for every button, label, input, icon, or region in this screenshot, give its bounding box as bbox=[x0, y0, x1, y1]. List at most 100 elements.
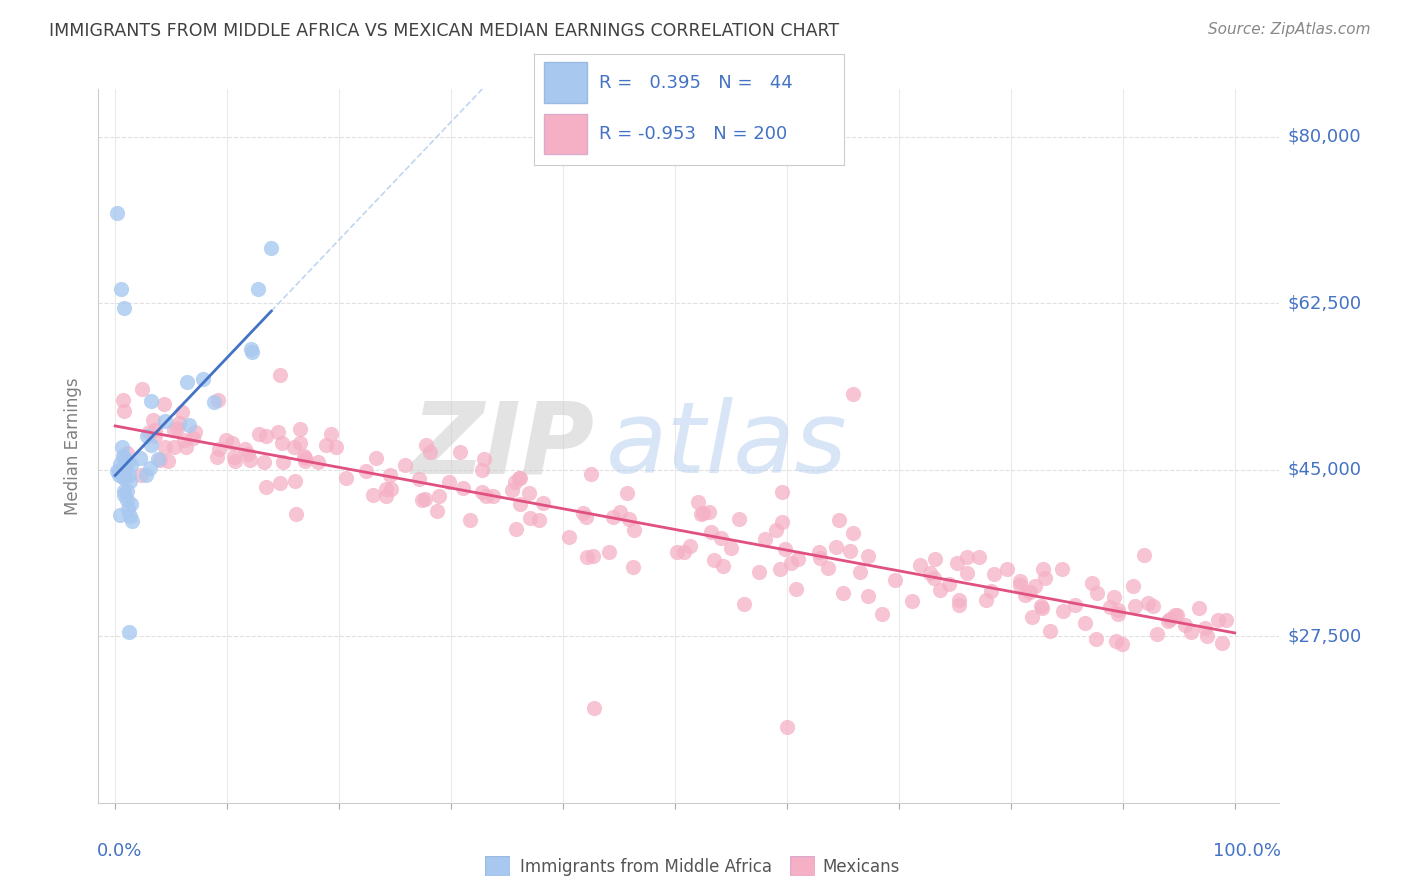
Point bbox=[582, 549, 605, 563]
Point bbox=[246, 282, 269, 296]
Point bbox=[319, 427, 342, 442]
Point bbox=[946, 557, 969, 571]
Point bbox=[1111, 637, 1133, 651]
Point bbox=[786, 551, 808, 566]
Point bbox=[117, 484, 139, 499]
Point bbox=[415, 438, 437, 452]
Point bbox=[579, 467, 602, 481]
Point bbox=[221, 435, 243, 450]
Point bbox=[728, 512, 751, 526]
Point bbox=[142, 413, 165, 427]
Point bbox=[1146, 627, 1168, 641]
Point bbox=[148, 453, 170, 467]
Point bbox=[754, 532, 776, 546]
Point bbox=[808, 551, 831, 566]
Point bbox=[673, 545, 696, 559]
Point bbox=[870, 607, 893, 621]
Point bbox=[176, 375, 198, 389]
Point bbox=[602, 510, 624, 524]
Point bbox=[1099, 600, 1122, 615]
Point bbox=[112, 404, 135, 418]
Point bbox=[710, 532, 733, 546]
Point bbox=[1031, 599, 1053, 613]
Point bbox=[156, 454, 179, 468]
Point bbox=[770, 516, 793, 530]
Point bbox=[269, 476, 291, 491]
Point bbox=[233, 442, 256, 456]
Point bbox=[1102, 590, 1125, 604]
Point bbox=[623, 523, 645, 537]
Point bbox=[1137, 596, 1160, 610]
Point bbox=[983, 566, 1005, 581]
Point bbox=[451, 481, 474, 495]
Point bbox=[665, 544, 688, 558]
Point bbox=[1105, 634, 1128, 648]
Point bbox=[294, 454, 316, 468]
Point bbox=[173, 433, 195, 447]
Point bbox=[938, 576, 960, 591]
Point bbox=[884, 574, 907, 588]
Point bbox=[1008, 574, 1031, 588]
Point bbox=[427, 490, 450, 504]
Point bbox=[1194, 621, 1216, 635]
Point bbox=[773, 541, 796, 556]
Point bbox=[533, 496, 555, 510]
Point bbox=[153, 414, 176, 428]
Point bbox=[207, 450, 229, 464]
Point bbox=[517, 486, 540, 500]
Text: Mexicans: Mexicans bbox=[823, 858, 900, 876]
Point bbox=[112, 450, 135, 464]
Point bbox=[598, 544, 620, 558]
Point bbox=[827, 513, 849, 527]
Point bbox=[247, 426, 270, 441]
Point bbox=[922, 571, 945, 585]
Point bbox=[288, 436, 311, 450]
Point bbox=[832, 585, 855, 599]
Point bbox=[1123, 599, 1146, 613]
Point bbox=[688, 495, 710, 509]
Point bbox=[108, 468, 131, 483]
Point bbox=[288, 422, 311, 436]
Y-axis label: Median Earnings: Median Earnings bbox=[65, 377, 83, 515]
Point bbox=[117, 624, 139, 639]
Text: R = -0.953   N = 200: R = -0.953 N = 200 bbox=[599, 125, 787, 143]
Point bbox=[765, 523, 787, 537]
Point bbox=[254, 480, 277, 494]
Point bbox=[825, 540, 848, 554]
Point bbox=[110, 440, 132, 454]
Point bbox=[120, 474, 142, 488]
Point bbox=[1008, 578, 1031, 592]
Point bbox=[184, 425, 207, 439]
Point bbox=[527, 512, 550, 526]
Text: R =   0.395   N =   44: R = 0.395 N = 44 bbox=[599, 73, 793, 92]
Point bbox=[679, 539, 702, 553]
Point bbox=[181, 431, 204, 445]
Point bbox=[692, 506, 714, 520]
Text: 0.0%: 0.0% bbox=[97, 842, 142, 860]
Point bbox=[269, 368, 291, 382]
Point bbox=[129, 451, 152, 466]
Point bbox=[114, 467, 136, 482]
Point bbox=[138, 425, 160, 440]
Point bbox=[437, 475, 460, 489]
Point bbox=[582, 700, 605, 714]
Point bbox=[115, 445, 138, 459]
Point bbox=[139, 393, 162, 408]
Text: $80,000: $80,000 bbox=[1288, 128, 1361, 145]
Point bbox=[202, 395, 225, 409]
Point bbox=[690, 507, 713, 521]
Point bbox=[419, 445, 441, 459]
Point bbox=[924, 552, 946, 566]
Point bbox=[152, 397, 174, 411]
Point bbox=[995, 561, 1018, 575]
Point bbox=[449, 445, 471, 459]
Point bbox=[120, 509, 142, 524]
Point bbox=[1085, 632, 1108, 647]
Point bbox=[108, 508, 131, 522]
Point bbox=[112, 488, 135, 502]
Point bbox=[733, 597, 755, 611]
Point bbox=[1188, 601, 1211, 615]
Point bbox=[325, 440, 347, 454]
Point bbox=[575, 549, 598, 564]
Point bbox=[208, 442, 231, 457]
